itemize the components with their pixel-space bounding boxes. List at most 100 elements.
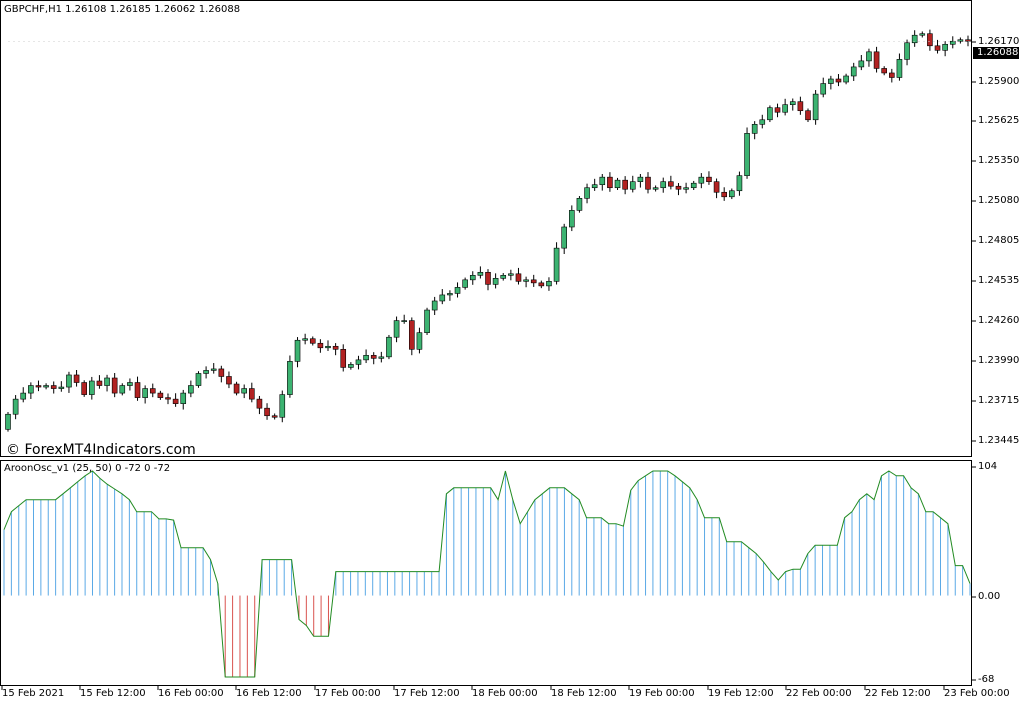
bull-candle: [828, 78, 834, 84]
bull-candle: [355, 359, 362, 365]
bull-candle: [386, 336, 392, 358]
bear-candle: [226, 376, 232, 385]
bull-candle: [858, 60, 865, 68]
bull-candle: [5, 413, 11, 430]
bear-candle: [797, 101, 804, 112]
bear-candle: [927, 33, 933, 47]
bear-candle: [485, 271, 491, 285]
bull-candle: [683, 187, 689, 190]
bull-candle: [523, 279, 529, 282]
bull-candle: [469, 275, 476, 281]
bull-candle: [12, 398, 19, 415]
bull-candle: [439, 294, 446, 302]
bear-candle: [111, 377, 118, 394]
time-label: 17 Feb 00:00: [315, 688, 381, 699]
bear-candle: [889, 72, 895, 78]
bull-candle: [348, 364, 354, 368]
bull-candle: [401, 320, 407, 322]
bull-candle: [942, 43, 948, 51]
bull-candle: [43, 385, 49, 388]
bear-candle: [668, 181, 674, 187]
bull-candle: [424, 309, 430, 333]
bear-candle: [706, 176, 712, 182]
bull-candle: [462, 279, 468, 288]
bear-candle: [96, 380, 103, 386]
bull-candle: [416, 332, 423, 350]
bull-candle: [210, 368, 217, 371]
bull-candle: [378, 356, 385, 359]
indicator-axis-label: 0.00: [978, 591, 1001, 602]
bear-candle: [530, 279, 537, 284]
bull-candle: [569, 210, 575, 228]
time-label: 18 Feb 12:00: [551, 688, 617, 699]
bull-candle: [142, 388, 148, 398]
bull-candle: [576, 198, 583, 211]
bear-candle: [35, 385, 42, 388]
bull-candle: [820, 83, 827, 95]
bull-candle: [729, 190, 735, 198]
bull-candle: [302, 338, 308, 341]
bull-candle: [104, 377, 110, 386]
bear-candle: [835, 78, 842, 83]
bear-candle: [340, 348, 347, 368]
indicator-axis-label: 104: [978, 461, 998, 472]
bear-candle: [317, 342, 324, 349]
time-label: 23 Feb 00:00: [944, 688, 1010, 699]
bear-candle: [713, 181, 720, 193]
bull-candle: [89, 380, 95, 395]
bull-candle: [553, 247, 560, 282]
bull-candle: [911, 34, 918, 44]
bull-candle: [500, 275, 507, 279]
bull-candle: [203, 370, 209, 374]
bear-candle: [409, 320, 415, 350]
bear-candle: [264, 407, 270, 417]
bear-candle: [332, 345, 339, 350]
bull-candle: [363, 355, 369, 361]
bull-candle: [447, 293, 453, 296]
bull-candle: [949, 40, 956, 45]
bull-candle: [561, 226, 567, 249]
price-label: 1.25350: [978, 155, 1020, 166]
bull-candle: [896, 59, 903, 78]
time-label: 15 Feb 2021: [2, 688, 65, 699]
bear-candle: [622, 179, 628, 190]
bull-candle: [431, 300, 438, 311]
price-label: 1.23990: [978, 355, 1020, 366]
time-label: 19 Feb 12:00: [708, 688, 774, 699]
bull-candle: [287, 361, 293, 395]
bear-candle: [873, 51, 880, 69]
price-chart-pane[interactable]: [0, 0, 972, 457]
bear-candle: [249, 388, 255, 400]
bear-candle: [607, 176, 613, 189]
bear-candle: [645, 176, 651, 190]
bear-candle: [172, 398, 179, 404]
current-price-tag: 1.26088: [973, 47, 1019, 59]
bull-candle: [180, 392, 187, 404]
bull-candle: [767, 107, 773, 121]
time-label: 22 Feb 00:00: [786, 688, 852, 699]
bear-candle: [256, 398, 263, 409]
bear-candle: [134, 382, 141, 398]
watermark: © ForexMT4Indicators.com: [6, 442, 196, 458]
bear-candle: [805, 110, 811, 121]
bull-candle: [58, 386, 65, 389]
bear-candle: [934, 45, 941, 51]
time-label: 16 Feb 12:00: [236, 688, 302, 699]
time-label: 19 Feb 00:00: [629, 688, 695, 699]
bull-candle: [789, 101, 796, 105]
bull-candle: [28, 385, 34, 394]
price-label: 1.26170: [978, 36, 1020, 47]
bull-candle: [866, 51, 872, 62]
indicator-pane[interactable]: [0, 460, 972, 686]
price-label: 1.25625: [978, 115, 1020, 126]
bear-candle: [538, 282, 545, 287]
price-label: 1.24535: [978, 275, 1020, 286]
bull-candle: [325, 345, 331, 349]
bear-candle: [881, 68, 887, 74]
bull-candle: [195, 373, 202, 386]
bull-candle: [698, 176, 705, 184]
bear-candle: [675, 185, 682, 190]
time-label: 22 Feb 12:00: [865, 688, 931, 699]
bear-candle: [233, 383, 240, 394]
